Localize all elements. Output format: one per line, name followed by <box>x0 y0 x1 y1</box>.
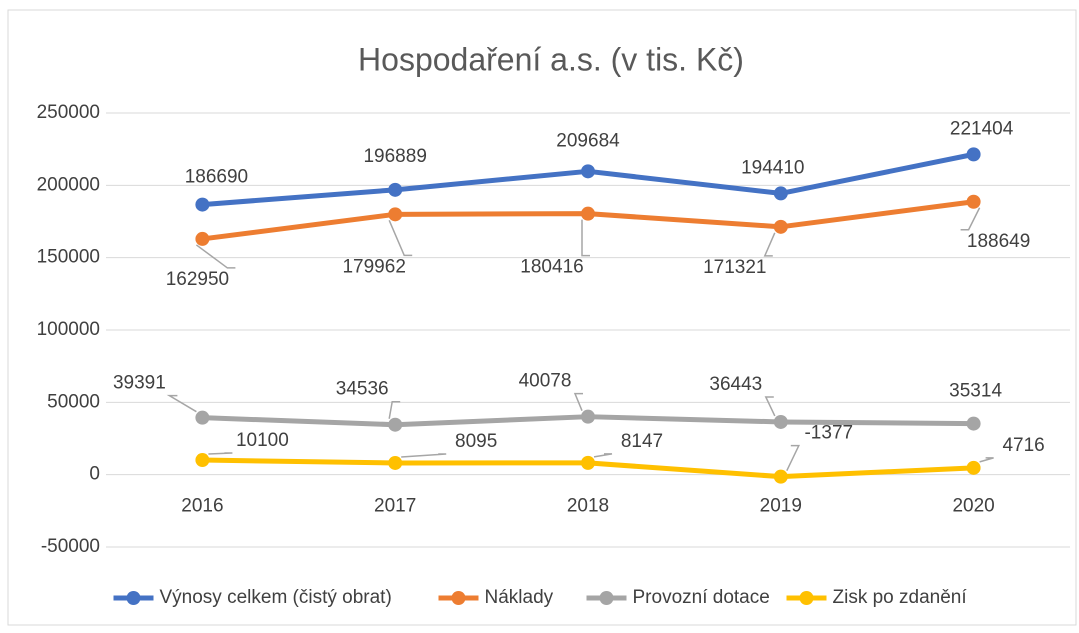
data-label: 188649 <box>967 231 1030 252</box>
legend-label: Náklady <box>485 587 554 608</box>
leader-line <box>593 453 613 458</box>
data-point <box>195 231 210 246</box>
data-point <box>388 207 403 222</box>
data-point <box>966 460 981 475</box>
data-point <box>388 182 403 197</box>
legend-label: Provozní dotace <box>633 587 770 608</box>
data-label: 180416 <box>520 257 583 278</box>
leader-line <box>960 207 981 231</box>
x-tick-label: 2017 <box>374 496 416 517</box>
data-label: 162950 <box>166 269 229 290</box>
legend-label: Výnosy celkem (čistý obrat) <box>160 587 392 608</box>
x-tick-label: 2016 <box>181 496 223 517</box>
legend-marker <box>799 591 814 605</box>
leader-line <box>763 232 776 257</box>
data-label: 209684 <box>556 130 620 151</box>
data-point <box>581 164 595 179</box>
data-label: 40078 <box>519 371 572 392</box>
data-point <box>388 455 403 470</box>
data-point <box>388 417 403 432</box>
y-tick-label: 250000 <box>37 102 100 123</box>
leader-line <box>388 220 413 257</box>
data-label: 8095 <box>455 431 497 452</box>
data-label: 179962 <box>342 256 405 277</box>
leader-line <box>573 392 583 411</box>
data-point <box>581 409 595 424</box>
y-tick-label: 200000 <box>37 174 100 195</box>
leader-line <box>401 453 447 458</box>
data-point <box>581 455 595 470</box>
leader-line <box>764 396 776 417</box>
legend-marker <box>126 591 141 605</box>
data-point <box>773 186 788 201</box>
data-point <box>195 453 210 468</box>
data-label: 35314 <box>949 381 1002 402</box>
data-label: 171321 <box>703 257 766 278</box>
data-point <box>773 219 788 234</box>
data-point <box>195 410 210 425</box>
x-tick-label: 2020 <box>952 496 994 517</box>
leader-line <box>581 219 590 257</box>
y-tick-label: 0 <box>89 464 100 485</box>
y-tick-label: 150000 <box>37 247 100 268</box>
leader-line <box>166 394 197 413</box>
data-label: 221404 <box>950 118 1014 139</box>
leader-line <box>195 244 236 269</box>
legend-marker <box>451 591 466 605</box>
leader-line <box>208 452 233 455</box>
y-tick-label: 100000 <box>37 319 100 340</box>
x-tick-label: 2018 <box>567 496 609 517</box>
y-tick-label: 50000 <box>47 391 100 412</box>
data-label: 10100 <box>236 430 289 451</box>
legend-marker <box>599 591 614 605</box>
data-point <box>966 194 981 209</box>
data-label: 39391 <box>113 373 166 394</box>
y-tick-label: -50000 <box>41 536 100 557</box>
chart-border <box>7 9 1077 626</box>
data-point <box>195 197 210 212</box>
data-label: 36443 <box>709 374 762 395</box>
x-tick-label: 2019 <box>760 496 802 517</box>
data-label: 196889 <box>363 146 426 167</box>
data-label: 4716 <box>1002 435 1044 456</box>
data-point <box>773 414 788 429</box>
data-point <box>581 206 595 221</box>
data-point <box>773 469 788 484</box>
leader-line <box>979 457 994 463</box>
legend: Výnosy celkem (čistý obrat) Náklady Provoz… <box>113 587 968 608</box>
chart-title: Hospodaření a.s. (v tis. Kč) <box>358 41 744 77</box>
leader-line <box>388 400 401 419</box>
data-point <box>966 147 981 162</box>
data-label: 186690 <box>185 167 248 188</box>
legend-label: Zisk po zdanění <box>833 587 968 608</box>
data-label: -1377 <box>804 423 853 444</box>
data-label: 34536 <box>336 379 389 400</box>
data-label: 194410 <box>741 157 804 178</box>
data-label: 8147 <box>621 431 663 452</box>
data-point <box>966 416 981 431</box>
leader-line <box>786 444 800 471</box>
